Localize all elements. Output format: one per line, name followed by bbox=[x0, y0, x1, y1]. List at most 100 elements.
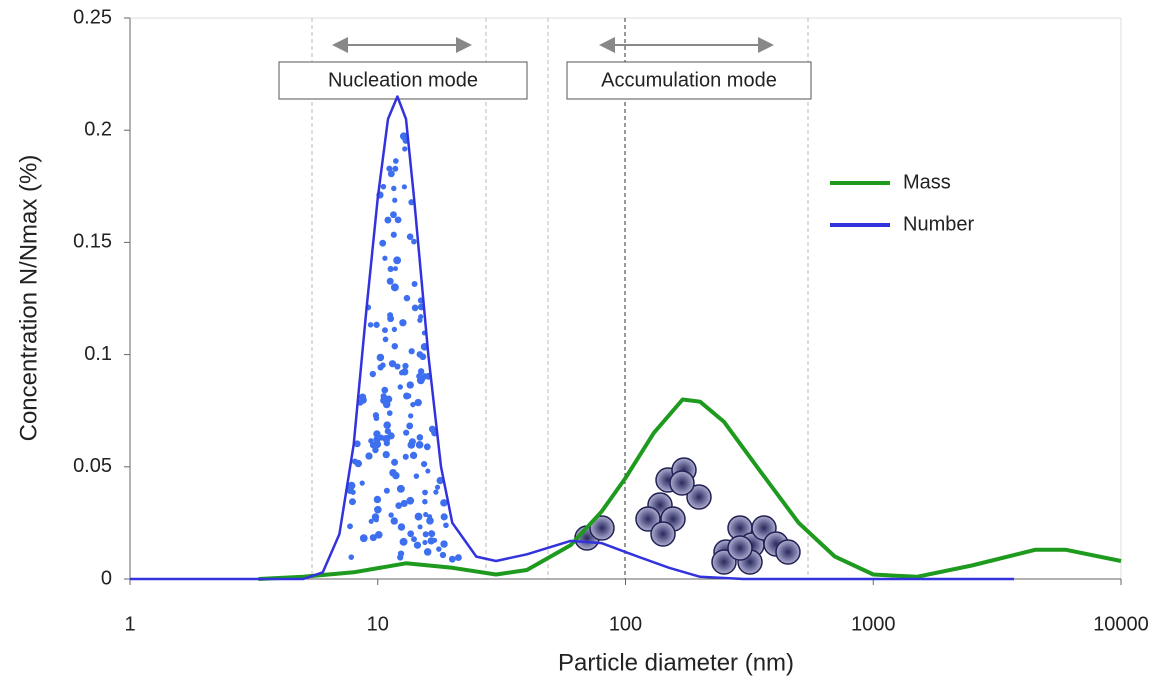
dot bbox=[390, 211, 397, 219]
dot bbox=[434, 484, 441, 490]
particle bbox=[686, 484, 712, 510]
dot bbox=[373, 430, 381, 438]
dot bbox=[408, 348, 415, 355]
dot bbox=[382, 327, 388, 334]
dot bbox=[408, 413, 414, 419]
dot bbox=[382, 255, 388, 261]
dot bbox=[373, 517, 379, 523]
dot bbox=[358, 393, 367, 401]
dot bbox=[376, 353, 385, 362]
dot bbox=[410, 401, 416, 408]
dot bbox=[401, 184, 407, 190]
dot bbox=[411, 536, 417, 543]
dot bbox=[377, 364, 384, 371]
dot bbox=[383, 487, 390, 494]
dot bbox=[391, 326, 398, 333]
dot bbox=[359, 480, 365, 486]
y-tick-label: 0.05 bbox=[73, 455, 112, 477]
dot bbox=[397, 523, 406, 531]
y-tick-label: 0.15 bbox=[73, 231, 112, 253]
dot bbox=[415, 440, 424, 449]
dot bbox=[383, 421, 391, 430]
dot bbox=[411, 238, 417, 245]
dot bbox=[394, 363, 401, 370]
particle bbox=[711, 549, 737, 575]
particle bbox=[669, 470, 695, 496]
dot bbox=[387, 315, 395, 323]
dot bbox=[382, 434, 391, 443]
dot bbox=[386, 410, 393, 417]
dot bbox=[353, 440, 361, 448]
dot bbox=[406, 233, 414, 240]
particle bbox=[589, 515, 615, 541]
annotation-box bbox=[566, 61, 812, 100]
x-tick-label: 10000 bbox=[1093, 613, 1149, 635]
x-axis-label: Particle diameter (nm) bbox=[558, 649, 794, 676]
dot bbox=[395, 502, 403, 509]
annotation: Nucleation mode bbox=[328, 69, 478, 91]
annotation: Accumulation mode bbox=[601, 69, 777, 91]
dot bbox=[388, 512, 394, 518]
dot bbox=[379, 239, 387, 247]
dot bbox=[428, 530, 435, 536]
dot bbox=[369, 534, 377, 542]
dot bbox=[387, 170, 395, 178]
dot bbox=[423, 511, 429, 518]
dot bbox=[392, 266, 398, 272]
dot bbox=[407, 530, 415, 538]
dot bbox=[390, 283, 399, 292]
dot bbox=[373, 321, 380, 328]
dot bbox=[436, 476, 444, 485]
dot bbox=[419, 353, 427, 361]
dot bbox=[428, 425, 436, 433]
y-axis-label: Concentration N/Nmax (%) bbox=[15, 155, 42, 442]
dot bbox=[406, 422, 414, 430]
dot bbox=[386, 277, 394, 285]
particle bbox=[650, 521, 676, 547]
dot bbox=[391, 185, 397, 192]
dot bbox=[369, 370, 377, 378]
dot bbox=[347, 523, 353, 530]
dot bbox=[422, 531, 429, 538]
dot bbox=[399, 319, 407, 327]
dot bbox=[423, 443, 431, 451]
dot bbox=[380, 183, 387, 190]
dot bbox=[431, 537, 438, 543]
dot bbox=[386, 165, 393, 172]
dot bbox=[448, 555, 456, 563]
dot bbox=[417, 368, 425, 375]
dot bbox=[392, 158, 399, 164]
dot bbox=[392, 165, 399, 172]
dot bbox=[388, 360, 397, 368]
dot bbox=[422, 498, 428, 505]
dot bbox=[421, 461, 428, 468]
x-tick-label: 1 bbox=[124, 613, 135, 635]
dot bbox=[347, 481, 356, 490]
dot bbox=[368, 438, 374, 444]
dot bbox=[439, 551, 447, 559]
x-tick-label: 100 bbox=[609, 613, 642, 635]
dot bbox=[398, 370, 405, 376]
annotation-box bbox=[278, 61, 528, 100]
dot bbox=[382, 336, 389, 343]
dot bbox=[436, 546, 442, 552]
series-line bbox=[130, 95, 1014, 581]
dot bbox=[391, 458, 399, 466]
dot bbox=[380, 396, 388, 405]
dot bbox=[394, 216, 402, 224]
y-tick-label: 0 bbox=[101, 567, 112, 589]
dot bbox=[367, 322, 374, 328]
dot bbox=[397, 550, 405, 557]
legend-label: Number bbox=[903, 213, 974, 235]
dot bbox=[393, 256, 402, 265]
dot bbox=[372, 446, 379, 454]
dot bbox=[348, 554, 355, 560]
dot bbox=[409, 451, 418, 460]
dot bbox=[422, 489, 428, 496]
dot bbox=[423, 548, 432, 556]
dot bbox=[402, 362, 409, 370]
legend-label: Mass bbox=[903, 171, 951, 193]
x-tick-label: 10 bbox=[367, 613, 389, 635]
dot bbox=[392, 471, 400, 480]
dot bbox=[368, 518, 374, 524]
